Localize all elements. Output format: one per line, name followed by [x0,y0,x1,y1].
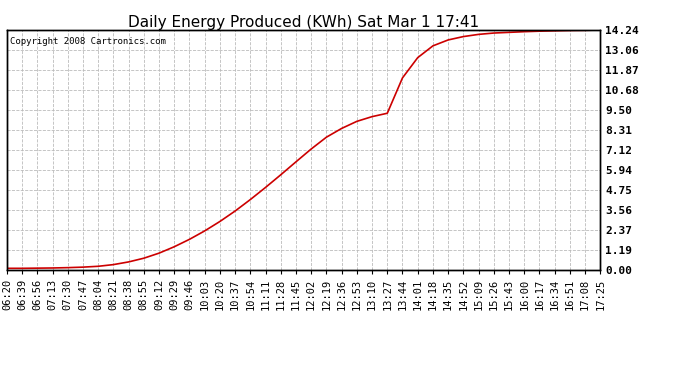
Text: Daily Energy Produced (KWh) Sat Mar 1 17:41: Daily Energy Produced (KWh) Sat Mar 1 17… [128,15,479,30]
Text: Copyright 2008 Cartronics.com: Copyright 2008 Cartronics.com [10,37,166,46]
